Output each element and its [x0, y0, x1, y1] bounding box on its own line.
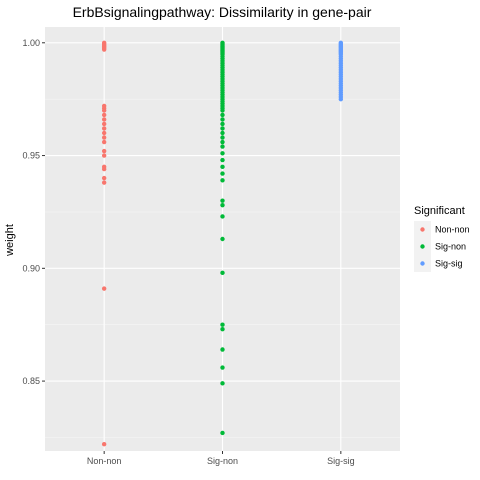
data-point: [220, 117, 225, 122]
y-tick-label: 0.90: [22, 263, 40, 273]
data-point: [220, 126, 225, 131]
data-point: [220, 171, 225, 176]
data-point: [220, 365, 225, 370]
data-point: [220, 157, 225, 163]
x-tick-label: Sig-sig: [327, 456, 355, 466]
x-tick-label: Non-non: [87, 456, 122, 466]
data-point: [101, 153, 107, 158]
legend-label: Non-non: [435, 225, 470, 235]
data-point: [220, 130, 225, 136]
data-point: [220, 202, 225, 208]
data-point: [220, 347, 225, 352]
data-point: [101, 442, 107, 447]
data-point: [101, 286, 107, 291]
legend-marker: [420, 244, 425, 249]
data-point: [101, 47, 107, 52]
data-point: [220, 178, 225, 183]
legend-marker: [420, 227, 425, 232]
data-point: [101, 148, 107, 154]
data-point: [220, 144, 225, 149]
data-points: [101, 40, 344, 447]
data-point: [101, 175, 107, 181]
data-point: [220, 135, 225, 140]
data-point: [220, 151, 225, 156]
data-point: [220, 236, 225, 242]
data-point: [220, 139, 225, 145]
data-point: [101, 139, 107, 145]
data-point: [101, 180, 107, 185]
data-point: [101, 126, 107, 131]
data-point: [220, 198, 225, 203]
y-axis-ticks: 0.85 0.90 0.95 1.00: [22, 38, 45, 386]
data-point: [220, 108, 225, 113]
data-point: [101, 112, 107, 118]
data-point: [101, 130, 107, 136]
data-point: [220, 322, 225, 327]
legend-item: Sig-sig: [414, 255, 463, 272]
legend-marker: [420, 261, 425, 266]
y-axis-label: weight: [4, 224, 16, 257]
x-tick-label: Sig-non: [207, 456, 238, 466]
data-point: [101, 121, 107, 127]
legend-item: Sig-non: [414, 238, 466, 255]
data-point: [101, 117, 107, 122]
data-point: [220, 381, 225, 386]
legend: Significant Non-non Sig-non Sig-sig: [414, 205, 470, 272]
legend-title: Significant: [414, 205, 465, 217]
data-point: [101, 166, 107, 172]
data-point: [220, 214, 225, 219]
legend-label: Sig-sig: [435, 259, 463, 269]
data-point: [220, 164, 225, 170]
data-point: [220, 270, 225, 276]
chart-title: ErbBsignalingpathway: Dissimilarity in g…: [73, 4, 372, 20]
data-point: [220, 121, 225, 127]
data-point: [338, 96, 344, 102]
data-point: [220, 327, 225, 332]
data-point: [220, 112, 225, 118]
legend-label: Sig-non: [435, 242, 466, 252]
x-axis-ticks: Non-non Sig-non Sig-sig: [87, 451, 355, 466]
y-tick-label: 1.00: [22, 38, 40, 48]
data-point: [101, 108, 107, 113]
data-point: [220, 430, 225, 436]
data-point: [101, 135, 107, 140]
y-tick-label: 0.95: [22, 151, 40, 161]
legend-item: Non-non: [414, 221, 470, 238]
legend-items: Non-non Sig-non Sig-sig: [414, 221, 470, 272]
y-tick-label: 0.85: [22, 376, 40, 386]
